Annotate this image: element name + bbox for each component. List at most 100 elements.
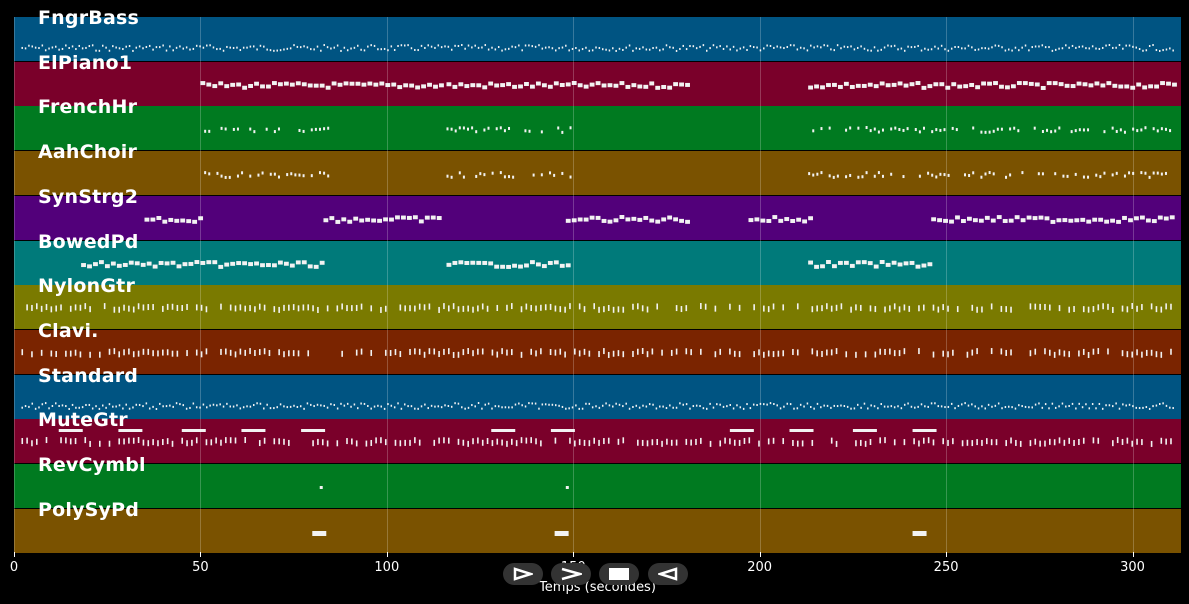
note — [288, 350, 290, 357]
track-mutegtr[interactable]: MuteGtr — [14, 409, 1181, 464]
note — [511, 45, 513, 48]
note — [1086, 219, 1092, 224]
note — [1075, 407, 1077, 410]
note — [617, 439, 620, 446]
note — [569, 438, 571, 445]
note — [95, 404, 97, 407]
note — [446, 81, 452, 86]
track-nylongtr[interactable]: NylonGtr — [14, 275, 1181, 330]
note — [1014, 214, 1020, 219]
note — [607, 305, 610, 312]
note — [1100, 83, 1106, 88]
note — [835, 305, 838, 312]
note — [988, 171, 991, 175]
note — [152, 48, 154, 51]
note — [853, 48, 856, 51]
track-synstrg2[interactable]: SynStrg2 — [14, 186, 1181, 240]
note — [1128, 403, 1131, 406]
note — [212, 259, 218, 264]
note — [789, 44, 792, 47]
stop-button[interactable] — [599, 563, 639, 585]
note — [903, 439, 906, 446]
note — [319, 260, 325, 265]
note — [122, 48, 124, 51]
note — [467, 44, 470, 47]
note — [353, 216, 359, 221]
note — [147, 440, 150, 447]
note — [440, 46, 443, 49]
note — [826, 404, 829, 407]
note — [796, 349, 799, 356]
note — [137, 303, 140, 310]
note — [588, 350, 591, 357]
note — [1099, 175, 1102, 179]
note — [1032, 215, 1038, 220]
note — [118, 351, 120, 358]
note — [947, 351, 949, 358]
note — [1011, 405, 1013, 408]
note — [286, 47, 289, 50]
note — [617, 306, 620, 313]
note — [548, 403, 550, 406]
play-button[interactable] — [503, 563, 543, 585]
note — [488, 81, 494, 86]
note — [1142, 49, 1144, 52]
note — [736, 49, 738, 52]
note — [1131, 303, 1134, 310]
track-bowedpd[interactable]: BowedPd — [14, 231, 1181, 285]
note — [772, 350, 775, 357]
track-revcymbl[interactable]: RevCymbl — [14, 454, 1181, 508]
note — [835, 347, 838, 354]
note — [991, 46, 993, 49]
note — [21, 349, 24, 356]
note — [864, 351, 867, 358]
track-clavi[interactable]: Clavi. — [14, 320, 1181, 374]
note — [897, 261, 903, 266]
note — [462, 175, 465, 179]
track-name-label: Standard — [38, 364, 139, 387]
note — [200, 351, 203, 358]
note — [370, 440, 373, 447]
track-elpiano1[interactable]: ElPiano1 — [14, 52, 1181, 106]
note — [384, 439, 387, 446]
track-fngrbass[interactable]: FngrBass — [14, 7, 1181, 61]
note — [662, 48, 664, 51]
track-frenchhr[interactable]: FrenchHr — [14, 96, 1181, 151]
note — [1121, 305, 1124, 312]
note — [152, 405, 154, 408]
note — [712, 406, 715, 409]
note — [863, 402, 866, 405]
note — [530, 305, 532, 312]
note — [500, 82, 506, 87]
note — [477, 348, 479, 355]
note — [330, 47, 332, 50]
note — [1082, 175, 1085, 179]
note — [462, 440, 465, 447]
note — [981, 306, 983, 313]
note — [786, 402, 789, 405]
rewind-button[interactable] — [648, 563, 688, 585]
note — [1172, 49, 1174, 52]
note — [577, 217, 583, 222]
note — [24, 404, 27, 407]
note — [990, 439, 993, 446]
track-standard[interactable]: Standard — [14, 365, 1181, 419]
note — [329, 215, 335, 220]
note — [514, 403, 517, 406]
note — [401, 215, 406, 220]
note — [793, 44, 795, 47]
note — [776, 45, 778, 48]
track-aahchoir[interactable]: AahChoir — [14, 141, 1181, 196]
note — [65, 350, 67, 357]
note — [1017, 129, 1020, 133]
note — [1160, 127, 1163, 131]
note — [189, 48, 191, 51]
track-polysypd[interactable]: PolySyPd — [14, 499, 1181, 553]
note — [690, 349, 692, 356]
fast-forward-button[interactable] — [551, 563, 591, 585]
note — [571, 218, 577, 223]
note — [1106, 80, 1112, 85]
note — [622, 404, 624, 407]
note — [1065, 405, 1067, 408]
note — [404, 440, 406, 447]
